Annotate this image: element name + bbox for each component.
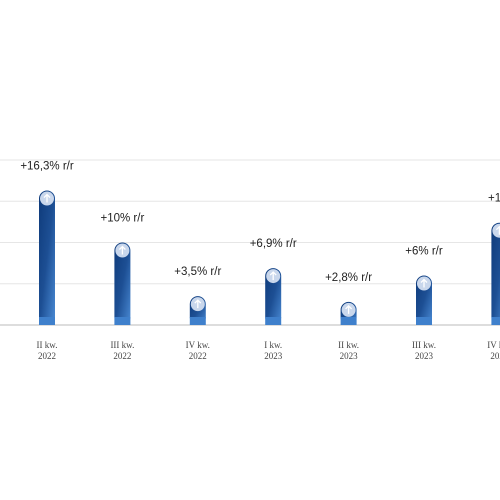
bar <box>114 242 131 325</box>
x-tick-label: IV kw.2023 <box>487 340 500 361</box>
bar-foot <box>340 317 357 325</box>
x-tick-line: 2023 <box>264 351 283 361</box>
value-label: +6% r/r <box>405 246 443 258</box>
x-tick-label: II kw. 2023 <box>338 340 359 361</box>
x-tick-line: III kw. <box>412 340 436 350</box>
bar-foot <box>416 317 432 325</box>
bar-foot <box>265 317 282 325</box>
bar-foot <box>114 317 131 325</box>
x-tick-line: 2023 <box>340 351 359 361</box>
x-tick-line: 2022 <box>38 351 56 361</box>
x-tick-line: IV kw. <box>186 340 210 350</box>
value-label: +2,8% r/r <box>325 272 372 284</box>
bar-foot <box>189 317 206 325</box>
x-tick-line: III kw. <box>110 340 134 350</box>
x-tick-label: III kw. 2022 <box>110 340 134 361</box>
value-label: +12, <box>488 193 500 205</box>
bar-foot <box>39 317 55 325</box>
x-tick-label: II kw. 2022 <box>37 340 58 361</box>
arrow-icon <box>118 245 126 255</box>
bar-foot <box>491 317 500 325</box>
x-tick-line: II kw. <box>338 340 359 350</box>
arrow-icon <box>420 278 428 288</box>
value-label: +10% r/r <box>101 213 145 225</box>
arrow-icon <box>345 304 353 314</box>
arrow-icon <box>194 299 202 309</box>
x-tick-line: 2022 <box>113 351 131 361</box>
x-tick-line: I kw. <box>264 340 282 350</box>
value-label: +16,3% r/r <box>20 161 74 173</box>
x-tick-line: 2023 <box>415 351 434 361</box>
arrow-icon <box>43 193 51 203</box>
arrow-icon <box>269 271 277 281</box>
x-tick-line: IV kw. <box>487 340 500 350</box>
bar <box>265 268 282 325</box>
bar <box>491 222 500 325</box>
x-tick-label: III kw. 2023 <box>412 340 436 361</box>
x-tick-line: II kw. <box>37 340 58 350</box>
x-tick-label: IV kw. 2022 <box>186 340 210 361</box>
bar <box>39 190 55 325</box>
x-tick-line: 2023 <box>490 351 500 361</box>
value-label: +6,9% r/r <box>250 238 297 250</box>
value-label: +3,5% r/r <box>174 266 221 278</box>
x-tick-label: I kw. 2023 <box>264 340 283 361</box>
x-tick-line: 2022 <box>189 351 207 361</box>
arrow-icon <box>495 225 500 235</box>
